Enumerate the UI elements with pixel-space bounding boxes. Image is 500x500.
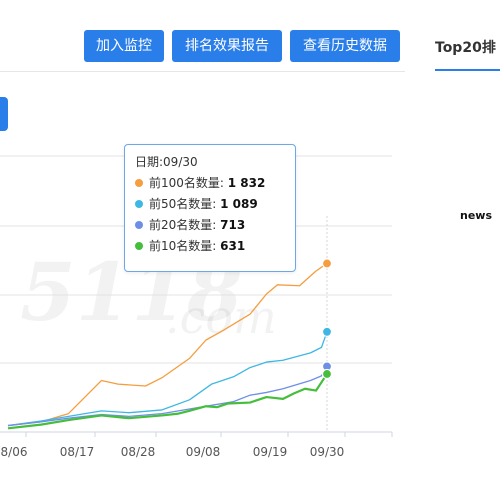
tooltip-row-label: 前20名数量: <box>149 218 217 232</box>
news-label: news <box>460 209 493 222</box>
tooltip-row-top100: 前100名数量: 1 832 <box>135 173 285 194</box>
left-blue-button[interactable] <box>0 97 8 131</box>
tooltip-row-value: 631 <box>220 239 246 253</box>
series-dot-icon <box>135 179 143 187</box>
toolbar-divider <box>0 71 405 72</box>
tooltip-row-top10: 前10名数量: 631 <box>135 236 285 257</box>
tooltip-row-label: 前50名数量: <box>149 197 217 211</box>
ranking-report-button[interactable]: 排名效果报告 <box>172 30 282 62</box>
series-dot-icon <box>135 242 143 250</box>
x-tick-label: 08/17 <box>60 445 95 459</box>
ranking-line-chart: 8/06 08/17 08/28 09/08 09/19 09/30 <box>0 155 393 459</box>
tooltip-row-top50: 前50名数量: 1 089 <box>135 194 285 215</box>
x-tick-label: 09/19 <box>253 445 288 459</box>
series-endpoint <box>321 326 333 337</box>
watermark-suffix: .com <box>165 290 277 344</box>
series-line <box>7 373 328 430</box>
x-tick-label: 8/06 <box>1 445 28 459</box>
tooltip-row-value: 713 <box>220 218 246 232</box>
tooltip-row-label: 前100名数量: <box>149 176 224 190</box>
x-tick-label: 09/08 <box>186 445 221 459</box>
tab-top20[interactable]: Top20排 <box>435 40 496 56</box>
series-endpoint <box>321 368 333 380</box>
view-history-button[interactable]: 查看历史数据 <box>290 30 400 62</box>
tooltip-row-value: 1 089 <box>220 197 258 211</box>
series-dot-icon <box>135 200 143 208</box>
add-monitor-button[interactable]: 加入监控 <box>84 30 164 62</box>
series-line <box>7 331 328 427</box>
series-dot-icon <box>135 221 143 229</box>
series-line <box>7 262 328 427</box>
series-endpoint <box>321 258 333 269</box>
x-tick-label: 08/28 <box>121 445 156 459</box>
tooltip-row-label: 前10名数量: <box>149 239 217 253</box>
tooltip-date: 日期:09/30 <box>135 155 198 169</box>
series-line <box>7 366 328 427</box>
chart-tooltip: 日期:09/30 前100名数量: 1 832 前50名数量: 1 089 前2… <box>124 144 296 272</box>
x-tick-label: 09/30 <box>310 445 345 459</box>
tooltip-row-value: 1 832 <box>227 176 266 190</box>
tab-active-indicator <box>435 69 500 71</box>
tooltip-row-top20: 前20名数量: 713 <box>135 215 285 236</box>
